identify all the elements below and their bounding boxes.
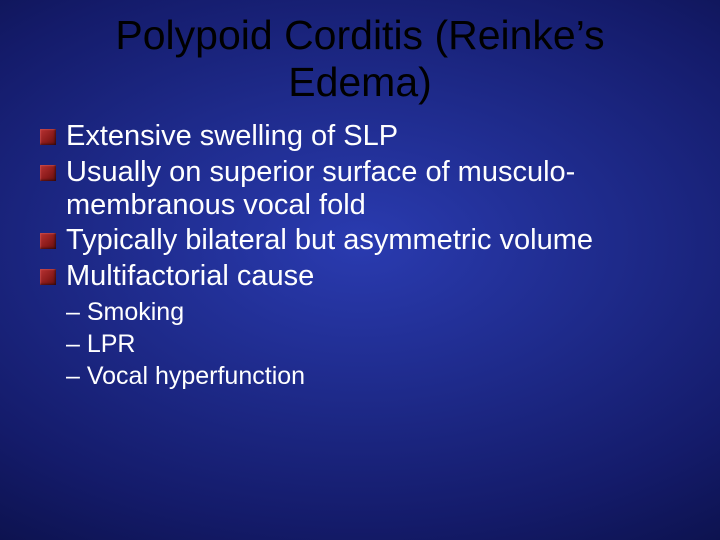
slide: Polypoid Corditis (Reinke’s Edema) Exten… (0, 0, 720, 540)
bullet-item: Usually on superior surface of musculo-m… (38, 156, 682, 223)
bullet-item: Typically bilateral but asymmetric volum… (38, 224, 682, 257)
sub-bullet-item: – Vocal hyperfunction (66, 361, 682, 391)
slide-content: Extensive swelling of SLP Usually on sup… (0, 114, 720, 391)
bullet-item: Extensive swelling of SLP (38, 120, 682, 153)
main-bullet-list: Extensive swelling of SLP Usually on sup… (38, 120, 682, 293)
bullet-item: Multifactorial cause (38, 260, 682, 293)
sub-bullet-list: – Smoking – LPR – Vocal hyperfunction (38, 297, 682, 391)
sub-bullet-item: – LPR (66, 329, 682, 359)
sub-bullet-item: – Smoking (66, 297, 682, 327)
slide-title: Polypoid Corditis (Reinke’s Edema) (0, 0, 720, 114)
